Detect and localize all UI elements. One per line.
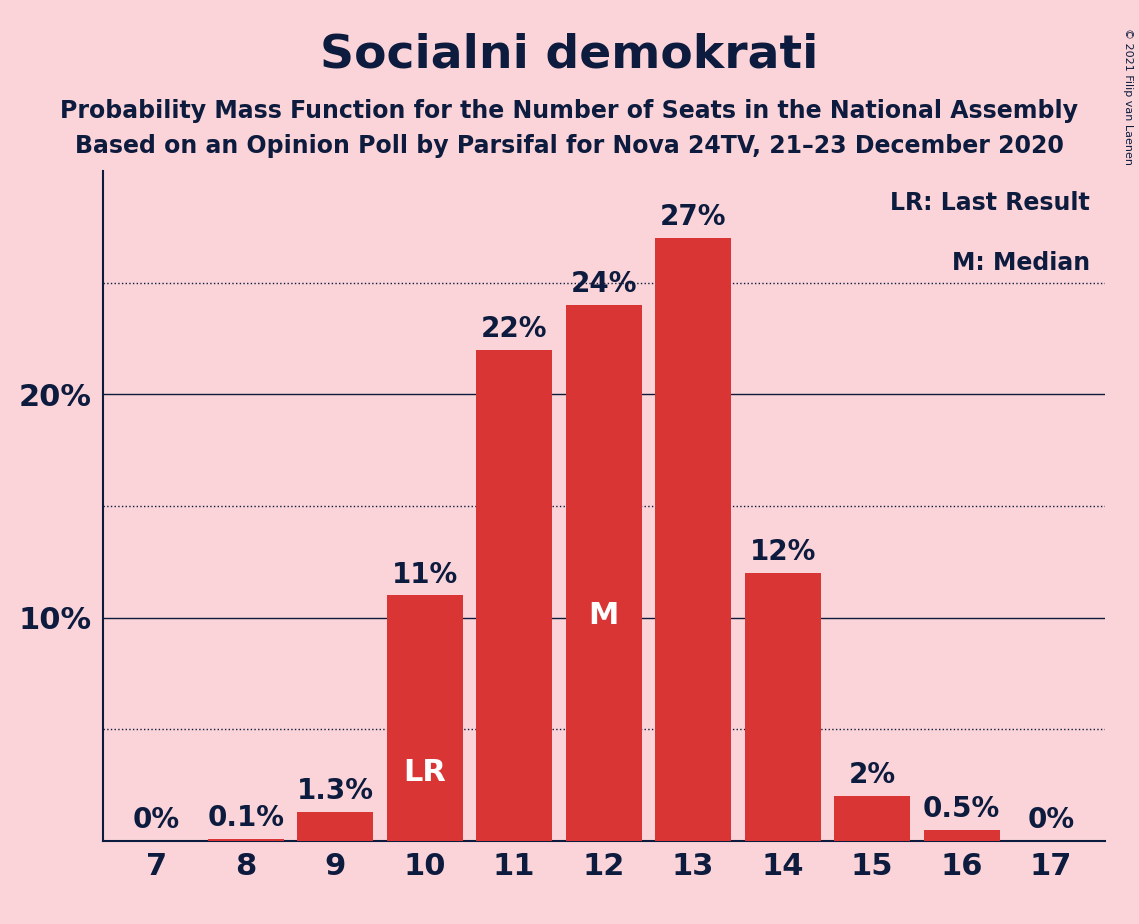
Text: M: Median: M: Median <box>952 251 1090 275</box>
Bar <box>834 796 910 841</box>
Bar <box>566 305 641 841</box>
Text: 24%: 24% <box>571 270 637 298</box>
Text: Based on an Opinion Poll by Parsifal for Nova 24TV, 21–23 December 2020: Based on an Opinion Poll by Parsifal for… <box>75 134 1064 158</box>
Text: 0%: 0% <box>132 806 180 834</box>
Text: 22%: 22% <box>481 315 548 343</box>
Text: 27%: 27% <box>659 203 727 231</box>
Bar <box>924 830 1000 841</box>
Bar <box>297 812 374 841</box>
Text: 1.3%: 1.3% <box>296 777 374 805</box>
Bar <box>476 349 552 841</box>
Text: 12%: 12% <box>749 538 816 566</box>
Bar <box>386 595 462 841</box>
Text: Socialni demokrati: Socialni demokrati <box>320 32 819 78</box>
Text: 11%: 11% <box>392 561 458 589</box>
Text: LR: Last Result: LR: Last Result <box>890 191 1090 215</box>
Bar <box>655 238 731 841</box>
Text: M: M <box>589 602 618 630</box>
Text: 2%: 2% <box>849 761 895 789</box>
Bar <box>745 573 821 841</box>
Text: 0%: 0% <box>1027 806 1075 834</box>
Text: Probability Mass Function for the Number of Seats in the National Assembly: Probability Mass Function for the Number… <box>60 99 1079 123</box>
Bar <box>207 839 284 841</box>
Text: LR: LR <box>403 758 446 786</box>
Text: 0.1%: 0.1% <box>207 804 285 832</box>
Text: 0.5%: 0.5% <box>923 795 1000 823</box>
Text: © 2021 Filip van Laenen: © 2021 Filip van Laenen <box>1123 28 1133 164</box>
